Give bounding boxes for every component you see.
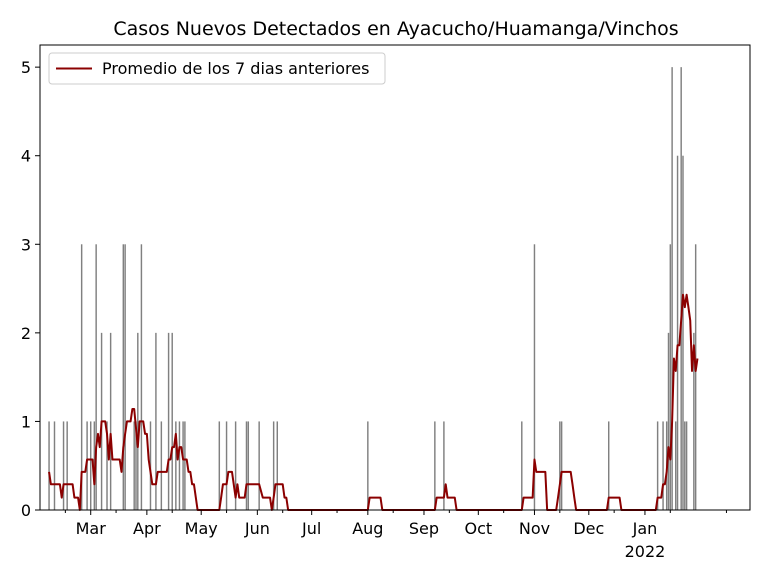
bar	[89, 421, 92, 510]
bar	[671, 67, 673, 510]
bar	[443, 421, 445, 510]
bar	[137, 332, 139, 510]
x-tick-label: Nov	[519, 519, 550, 538]
bar	[608, 421, 610, 510]
bar	[680, 67, 682, 510]
bar	[245, 421, 248, 510]
x-tick-year-label: 2022	[625, 542, 666, 561]
bar	[167, 332, 170, 510]
bar	[155, 332, 157, 510]
bar	[684, 421, 686, 510]
plot-frame	[39, 44, 751, 511]
bar	[133, 421, 135, 510]
bar	[140, 244, 143, 511]
bar	[135, 421, 137, 510]
bar	[53, 421, 56, 510]
x-tick-label: Oct	[464, 519, 492, 538]
bar	[124, 244, 126, 511]
x-tick-label: Dec	[573, 519, 604, 538]
bar	[676, 155, 679, 510]
bar	[175, 421, 177, 510]
bar	[533, 244, 536, 511]
bar	[521, 421, 523, 510]
x-axis: Mar Apr May Jun Jul Aug Sep Oct Nov Dec Jan 2022	[64, 510, 727, 561]
bar	[662, 421, 664, 510]
bar	[171, 332, 173, 510]
y-axis: 0 1 2 3 4 5	[21, 58, 40, 520]
line-layer	[48, 293, 699, 511]
bar	[560, 421, 563, 510]
bar	[667, 332, 670, 510]
y-tick-label: 3	[21, 235, 31, 254]
bar	[184, 421, 186, 510]
bar	[276, 421, 278, 510]
bar	[656, 421, 659, 510]
bar	[694, 244, 697, 511]
bar	[182, 421, 184, 510]
y-tick-label: 4	[21, 147, 31, 166]
x-tick-label: Jan	[632, 519, 658, 538]
bars-layer	[48, 67, 697, 511]
bar	[225, 421, 228, 510]
bar	[122, 244, 125, 511]
y-tick-label: 0	[21, 501, 31, 520]
bar	[247, 421, 250, 510]
legend: Promedio de los 7 dias anteriores	[48, 52, 386, 85]
bar	[669, 244, 672, 511]
bar	[106, 421, 108, 510]
x-tick-label: Jul	[301, 519, 321, 538]
bar	[258, 421, 260, 510]
bar	[62, 421, 65, 510]
y-tick-label: 5	[21, 58, 31, 77]
y-tick-label: 2	[21, 324, 31, 343]
x-tick-label: Mar	[76, 519, 107, 538]
bar	[675, 421, 677, 510]
x-tick-label: Sep	[409, 519, 439, 538]
x-tick-label: May	[185, 519, 218, 538]
bar	[272, 421, 275, 510]
x-tick-label: Apr	[133, 519, 161, 538]
bar	[434, 421, 436, 510]
bar	[178, 421, 181, 510]
bar	[48, 421, 50, 510]
x-tick-label: Aug	[352, 519, 383, 538]
x-tick-label: Jun	[244, 519, 270, 538]
bar	[66, 421, 68, 510]
y-tick-label: 1	[21, 412, 31, 431]
legend-label: Promedio de los 7 dias anteriores	[102, 59, 369, 78]
bar	[218, 421, 221, 510]
bar	[80, 244, 83, 511]
bar	[95, 244, 97, 511]
moving-average-line	[48, 293, 699, 511]
bar	[234, 421, 237, 510]
bar	[693, 332, 695, 510]
chart-title: Casos Nuevos Detectados en Ayacucho/Huam…	[113, 18, 678, 40]
bar	[109, 332, 112, 510]
bar	[559, 421, 561, 510]
bar	[160, 421, 163, 510]
legend-box	[48, 52, 386, 85]
bar	[685, 421, 688, 510]
bar	[367, 421, 369, 510]
bar	[682, 155, 684, 510]
